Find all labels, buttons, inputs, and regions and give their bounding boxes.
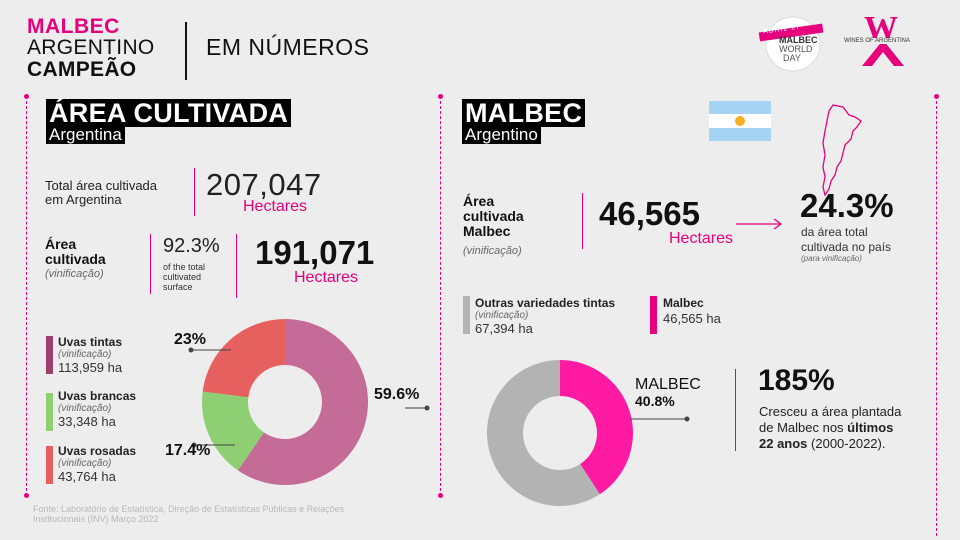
donut-label-tintas: 59.6% (374, 386, 420, 403)
world-day-logo-line-3: DAY (783, 53, 801, 63)
argentina-map-icon (822, 104, 862, 197)
legend-swatch-malbec (650, 296, 657, 334)
legend-value-brancas: 33,348 ha (58, 414, 116, 429)
arrow-right-icon (736, 218, 783, 230)
malbec-share-note: (para vinificação) (801, 254, 862, 263)
vin-area-divider-2 (236, 234, 237, 298)
legend-note-rosadas: (vinificação) (58, 458, 112, 469)
legend-swatch-brancas (46, 393, 53, 431)
area-donut-slice-uvas-rosadas (202, 319, 285, 398)
vin-area-percent: 92.3% (163, 235, 220, 257)
malbec-share-percent: 24.3% (800, 187, 894, 224)
legend-value-malbec: 46,565 ha (663, 311, 721, 326)
malbec-donut-label: MALBEC (635, 376, 701, 393)
malbec-donut-slice-outras-variedades-tintas (487, 360, 600, 506)
malbec-world-day-logo: ABRIL 17 MALBEC WORLD DAY (757, 14, 827, 72)
legend-title-brancas: Uvas brancas (58, 389, 137, 403)
legend-title-malbec: Malbec (663, 296, 704, 310)
total-area-unit: Hectares (243, 198, 308, 215)
header-line-campeao: CAMPEÃO (27, 58, 137, 81)
legend-note-tintas: (vinificação) (58, 349, 112, 360)
donut-label-rosadas: 23% (174, 331, 207, 348)
legend-title-outras: Outras variedades tintas (475, 296, 616, 310)
left-guide-dot-bottom (24, 493, 29, 498)
malbec-area-divider (582, 193, 583, 249)
argentina-flag-icon (709, 101, 771, 141)
malbec-area-value: 46,565 (599, 195, 700, 232)
total-area-divider (194, 168, 195, 216)
malbec-donut-chart (487, 360, 690, 506)
world-day-logo-line-2: WORLD (779, 44, 813, 54)
area-donut-slice-uvas-tintas (237, 319, 368, 485)
total-area-value: 207,047 (206, 167, 322, 202)
center-guide-dot-bottom (438, 493, 443, 498)
center-guide-dot-top (438, 94, 443, 99)
vin-area-note: (vinificação) (45, 268, 104, 280)
area-donut-slice-uvas-brancas (202, 391, 265, 471)
total-area-label: Total área cultivada em Argentina (45, 178, 158, 207)
malbec-donut-percent: 40.8% (635, 393, 675, 409)
header-divider (185, 22, 187, 80)
malbec-area-label: Área cultivada Malbec (463, 193, 524, 239)
legend-title-rosadas: Uvas rosadas (58, 444, 137, 458)
vin-area-percent-desc: of the total cultivated surface (163, 262, 206, 292)
legend-note-outras: (vinificação) (475, 310, 529, 321)
header-line-malbec: MALBEC (27, 15, 120, 38)
right-section-subtitle: Argentino (462, 126, 541, 144)
donut-label-brancas: 17.4% (165, 442, 211, 459)
vin-area-value: 191,071 (255, 234, 375, 271)
left-section-title: ÁREA CULTIVADA (46, 99, 292, 127)
growth-text: Cresceu a área plantada de Malbec nos úl… (759, 404, 902, 451)
right-guide-dot-top (934, 94, 939, 99)
header-line-argentino: ARGENTINO (27, 36, 155, 59)
legend-swatch-outras (463, 296, 470, 334)
legend-value-tintas: 113,959 ha (58, 360, 123, 375)
wines-logo-text: WINES OF ARGENTINA (844, 38, 911, 44)
header-section-title: EM NÚMEROS (206, 34, 370, 60)
growth-divider (735, 369, 736, 451)
vin-area-divider-1 (150, 234, 151, 294)
left-guide-line (26, 96, 27, 496)
center-guide-line (440, 96, 441, 496)
area-donut-chart (188, 319, 430, 485)
legend-value-outras: 67,394 ha (475, 321, 533, 336)
wines-of-argentina-logo: W WINES OF ARGENTINA (842, 10, 927, 68)
malbec-area-note: (vinificação) (463, 245, 522, 257)
right-section-title: MALBEC (462, 99, 586, 127)
left-guide-dot-top (24, 94, 29, 99)
malbec-area-unit: Hectares (669, 230, 734, 247)
world-day-logo-line-1: MALBEC (779, 35, 818, 45)
legend-value-rosadas: 43,764 ha (58, 469, 116, 484)
malbec-share-desc: da área total cultivada no país (801, 225, 892, 254)
vin-area-label: Área cultivada (45, 236, 106, 267)
vin-area-unit: Hectares (294, 269, 359, 286)
left-section-subtitle: Argentina (46, 126, 125, 144)
legend-title-tintas: Uvas tintas (58, 335, 123, 349)
legend-swatch-rosadas (46, 446, 53, 484)
right-guide-line (936, 96, 937, 536)
growth-value: 185% (758, 364, 835, 397)
source-note: Fonte: Laboratório de Estatística, Direç… (33, 504, 345, 524)
legend-note-brancas: (vinificação) (58, 403, 112, 414)
malbec-donut-slice-malbec (560, 360, 633, 495)
legend-swatch-tintas (46, 336, 53, 374)
